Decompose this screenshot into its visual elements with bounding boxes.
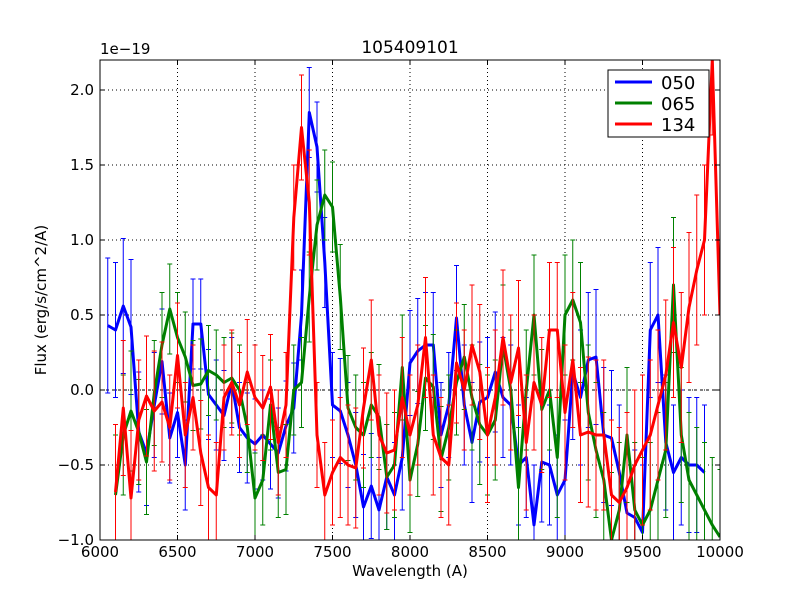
- y-tick-label: 0.5: [70, 306, 94, 324]
- x-tick-label: 7000: [236, 543, 274, 561]
- x-tick-label: 8500: [468, 543, 506, 561]
- x-tick-label: 8000: [391, 543, 429, 561]
- y-tick-label: 0.0: [70, 381, 94, 399]
- chart-title: 105409101: [361, 38, 458, 58]
- series-line-134: [114, 60, 720, 504]
- series-layer: [105, 60, 720, 540]
- ticks: 6000 6500 7000 7500 8000 8500 9000 9500 10000 −1.…: [58, 60, 744, 561]
- legend-label-134: 134: [661, 115, 695, 136]
- series-134: [113, 60, 720, 540]
- x-tick-label: 9000: [546, 543, 584, 561]
- legend-label-050: 050: [661, 73, 695, 94]
- y-tick-label: 2.0: [70, 81, 94, 99]
- x-tick-label: 9500: [623, 543, 661, 561]
- x-axis-label: Wavelength (A): [352, 562, 468, 580]
- y-scale-offset: 1e−19: [100, 40, 150, 58]
- x-tick-label: 6000: [81, 543, 119, 561]
- y-tick-label: 1.0: [70, 231, 94, 249]
- y-tick-label: −1.0: [58, 531, 94, 549]
- x-tick-label: 10000: [696, 543, 744, 561]
- x-tick-label: 7500: [313, 543, 351, 561]
- x-tick-label: 6500: [158, 543, 196, 561]
- y-axis-label: Flux (erg/s/cm^2/A): [32, 225, 50, 376]
- legend-label-065: 065: [661, 94, 695, 115]
- y-tick-label: −0.5: [58, 456, 94, 474]
- y-tick-label: 1.5: [70, 156, 94, 174]
